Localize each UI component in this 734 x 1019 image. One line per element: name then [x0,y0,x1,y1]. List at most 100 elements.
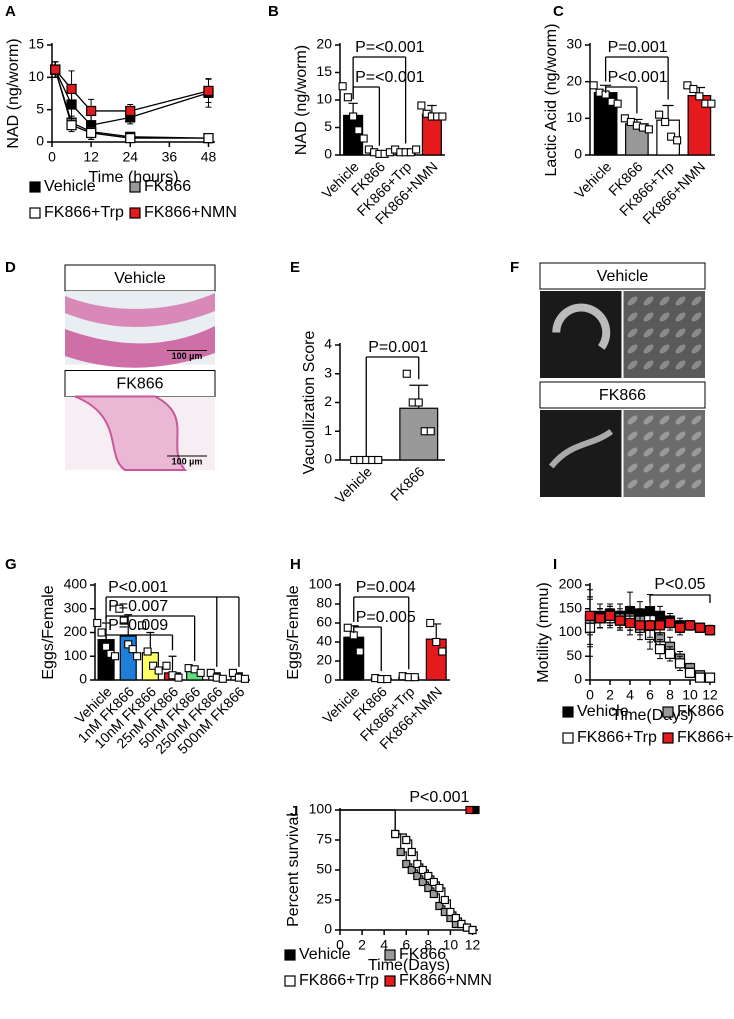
data-point [410,673,419,682]
error-bar [168,655,177,673]
image-header [539,262,706,290]
marker [654,620,666,631]
legend-label: FK866 [677,703,724,720]
marker [435,901,444,911]
surface-texture [675,296,686,306]
x-tick-label: 8 [666,687,674,703]
surface-texture [691,296,702,306]
data-point [349,112,358,121]
panel-letter: F [510,259,519,276]
marker [50,64,61,75]
marker [446,907,455,917]
legend-label: FK866+Trp [577,729,657,746]
error-bar [662,104,674,121]
y-tick-label: 20 [316,36,332,52]
surface-texture [627,328,638,338]
y-tick-label: 2 [324,393,332,409]
x-tick-label: 12 [83,149,99,165]
data-point [97,628,106,637]
surface-texture [643,479,654,489]
data-point [673,136,682,145]
y-tick-label: 3 [324,364,332,380]
marker [407,847,416,857]
legend-swatch [29,181,41,193]
image-label: FK866 [599,387,646,404]
significance-bracket [604,86,638,114]
marker [429,877,438,887]
marker [704,672,716,683]
category-label: Vehicle [571,158,614,201]
significance-label: P=0.001 [608,39,668,56]
y-tick-label: 100 [64,647,88,663]
x-tick-label: 6 [646,687,654,703]
y-axis-label: NAD (ng/worm) [5,38,22,148]
significance-bracket [352,56,407,144]
surface-texture [659,431,670,441]
y-tick-label: 150 [559,599,583,615]
data-point [196,668,205,677]
error-bar [124,614,133,637]
x-tick-label: 4 [626,687,634,703]
surface-texture [675,479,686,489]
y-tick-label: 0 [324,451,332,467]
surface-texture [675,447,686,457]
surface-texture [675,344,686,354]
surface-texture [659,296,670,306]
y-tick-label: 100 [309,801,333,817]
x-axis-label: Time (hours) [88,169,178,186]
marker [704,625,716,636]
data-point [412,145,421,154]
x-tick-label: 10 [682,687,698,703]
x-tick-label: 12 [702,687,718,703]
marker [614,615,626,626]
legend-swatch [562,732,574,744]
surface-texture [627,415,638,425]
surface-texture [691,328,702,338]
data-point [689,84,698,94]
panel-letter: H [290,556,301,573]
y-tick-label: 30 [566,36,582,52]
panel-letter: J [290,803,298,820]
surface-texture [659,479,670,489]
x-tick-label: 48 [201,149,217,165]
y-axis-label: Eggs/Female [285,585,302,679]
significance-bracket [604,56,669,100]
marker [654,644,666,655]
marker [674,658,686,669]
surface-texture [659,447,670,457]
marker [424,883,433,893]
panel-letter: G [5,556,17,573]
data-point [359,134,368,143]
data-point [414,398,423,407]
y-tick-label: 20 [566,72,582,88]
y-tick-label: 0 [36,133,44,149]
marker [644,620,656,631]
tissue [74,395,188,471]
panel-letter: E [290,259,300,276]
marker [684,620,696,631]
surface-texture [643,312,654,322]
surface-texture [691,360,702,370]
image-header [539,381,706,409]
y-tick-label: 0 [324,671,332,687]
x-tick-label: 36 [162,149,178,165]
legend-label: FK866+Trp [299,972,379,989]
y-tick-label: 10 [566,109,582,125]
surface-texture [627,312,638,322]
data-point [644,125,653,134]
significance-label: P<0.05 [654,576,705,593]
data-point [426,427,435,436]
worm [548,429,614,469]
x-tick-label: 0 [336,937,344,953]
legend-label: Vehicle [44,178,96,195]
significance-bracket [365,356,420,456]
y-tick-label: 4 [324,336,332,352]
marker [440,895,449,905]
data-point [417,101,426,110]
legend-label: Vehicle [577,703,629,720]
y-tick-label: 50 [316,861,332,877]
data-point [115,604,124,613]
surface-texture [691,447,702,457]
marker [451,913,461,923]
marker [86,127,97,139]
